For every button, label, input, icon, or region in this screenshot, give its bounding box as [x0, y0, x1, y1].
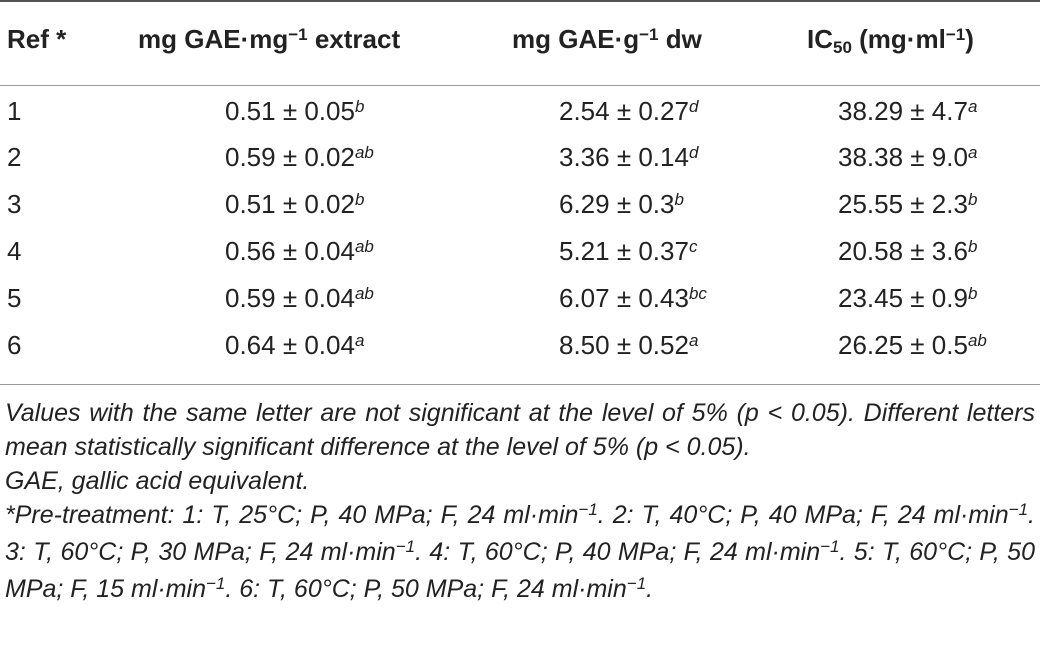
row-gae-dw: 2.54 ± 0.27d — [559, 96, 699, 126]
significance-letter: ab — [354, 236, 374, 256]
header-gae-extract: mg GAE·mg−1 extract — [138, 24, 401, 54]
row-ic50: 25.55 ± 2.3b — [838, 189, 978, 219]
significance-letter: b — [354, 96, 365, 116]
row-gae-dw: 8.50 ± 0.52a — [559, 330, 699, 360]
significance-letter: d — [688, 96, 699, 116]
header-ref: Ref * — [7, 24, 67, 54]
footnote-abbreviation: GAE, gallic acid equivalent. — [5, 467, 310, 495]
significance-letter: a — [967, 142, 978, 162]
significance-letter: b — [354, 189, 365, 209]
row-gae-extract: 0.59 ± 0.02ab — [225, 142, 374, 172]
row-gae-extract: 0.64 ± 0.04a — [225, 330, 365, 360]
footnote-pretreatment: *Pre-treatment: 1: T, 25°C; P, 40 MPa; F… — [5, 499, 1035, 604]
row-ref: 6 — [7, 330, 22, 360]
significance-letter: ab — [354, 142, 374, 162]
significance-letter: ab — [967, 330, 987, 350]
table-top-rule — [0, 0, 1040, 2]
row-ref: 5 — [7, 283, 22, 313]
significance-letter: b — [674, 189, 684, 209]
row-ic50: 26.25 ± 0.5ab — [838, 330, 987, 360]
significance-letter: b — [967, 283, 978, 303]
header-ic50: IC50 (mg·ml−1) — [807, 24, 974, 58]
row-ref: 2 — [7, 142, 22, 172]
row-ic50: 38.29 ± 4.7a — [838, 96, 978, 126]
row-ic50: 20.58 ± 3.6b — [838, 236, 978, 266]
row-gae-extract: 0.51 ± 0.05b — [225, 96, 365, 126]
significance-letter: b — [967, 189, 978, 209]
row-ic50: 38.38 ± 9.0a — [838, 142, 978, 172]
row-ref: 3 — [7, 189, 22, 219]
significance-letter: c — [688, 236, 698, 256]
significance-letter: a — [354, 330, 365, 350]
row-ref: 1 — [7, 96, 22, 126]
row-gae-dw: 3.36 ± 0.14d — [559, 142, 699, 172]
row-ic50: 23.45 ± 0.9b — [838, 283, 978, 313]
row-gae-extract: 0.51 ± 0.02b — [225, 189, 365, 219]
significance-letter: d — [688, 142, 699, 162]
row-gae-dw: 6.07 ± 0.43bc — [559, 283, 707, 313]
significance-letter: bc — [688, 283, 707, 303]
row-gae-extract: 0.56 ± 0.04ab — [225, 236, 374, 266]
row-gae-extract: 0.59 ± 0.04ab — [225, 283, 374, 313]
row-ref: 4 — [7, 236, 22, 266]
footnote-significance: Values with the same letter are not sign… — [5, 399, 1035, 461]
table-bottom-rule — [0, 384, 1040, 385]
significance-letter: a — [967, 96, 978, 116]
significance-letter: a — [688, 330, 699, 350]
header-rule — [0, 85, 1040, 86]
table-footnotes: Values with the same letter are not sign… — [5, 396, 1035, 609]
row-gae-dw: 6.29 ± 0.3b — [559, 189, 684, 219]
header-gae-dw: mg GAE·g−1 dw — [512, 24, 702, 54]
significance-letter: b — [967, 236, 978, 256]
row-gae-dw: 5.21 ± 0.37c — [559, 236, 698, 266]
significance-letter: ab — [354, 283, 374, 303]
